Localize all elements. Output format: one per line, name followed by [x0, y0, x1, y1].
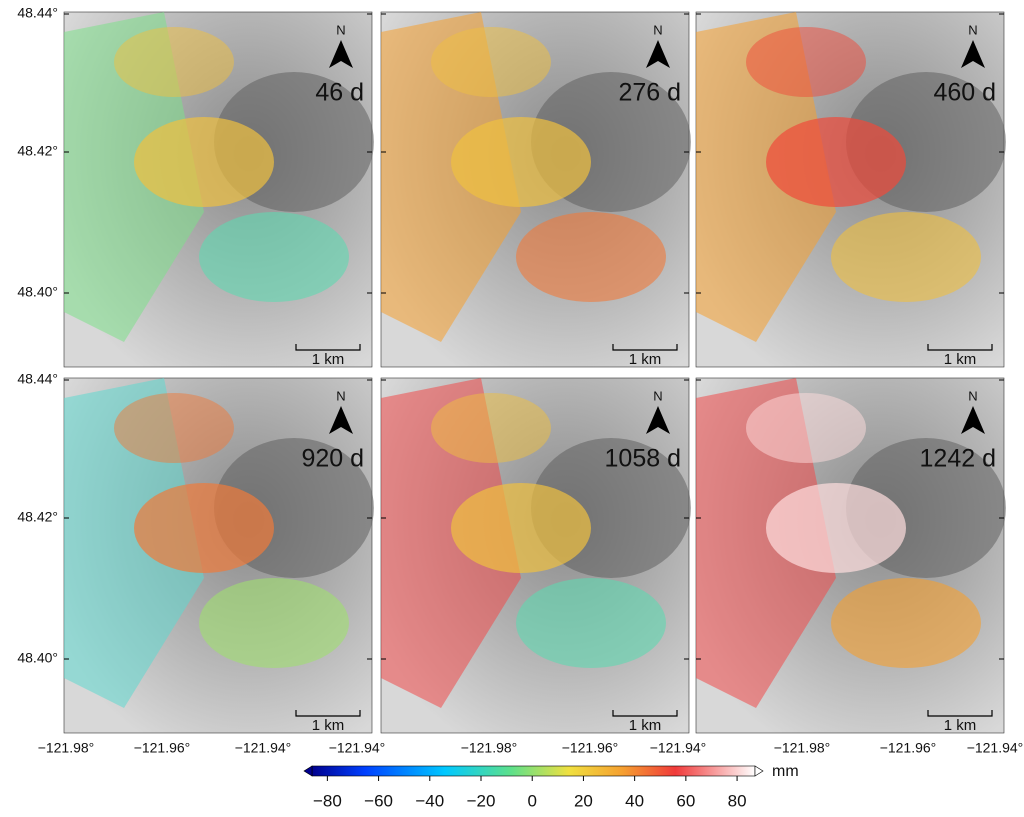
y-tick-label: 48.44° — [17, 5, 58, 21]
colorbar-tick-label: 0 — [527, 791, 536, 810]
y-tick-label: 48.42° — [17, 509, 58, 525]
north-arrow — [646, 406, 670, 434]
deformation-area — [431, 393, 551, 463]
y-tick-label: 48.44° — [17, 371, 58, 387]
north-arrow — [646, 40, 670, 68]
map-panel: 276 d N 1 km — [380, 11, 691, 368]
colorbar-tick-label: −40 — [415, 791, 444, 810]
panel-label: 46 d — [315, 79, 364, 107]
deformation-area — [746, 27, 866, 97]
colorbar-tick-label: −80 — [313, 791, 342, 810]
deformation-area — [451, 117, 591, 207]
scale-bar — [612, 344, 678, 351]
scale-label: 1 km — [312, 717, 345, 734]
deformation-area — [516, 212, 666, 302]
deformation-area — [199, 578, 349, 668]
panel-label: 920 d — [301, 445, 364, 473]
deformation-area — [746, 393, 866, 463]
north-label: N — [968, 22, 977, 37]
colorbar-end — [303, 765, 313, 777]
y-tick-label: 48.40° — [17, 650, 58, 666]
deformation-area — [114, 27, 234, 97]
scale-label: 1 km — [629, 351, 662, 368]
north-arrow — [329, 406, 353, 434]
colorbar-end — [754, 765, 764, 777]
x-tick-label: −121.96° — [134, 740, 191, 756]
map-panel: 460 d N 1 km — [695, 11, 1006, 368]
x-tick-label: −121.96° — [880, 740, 937, 756]
deformation-area — [766, 117, 906, 207]
scale-bar — [927, 344, 993, 351]
deformation-area — [431, 27, 551, 97]
panel-label: 460 d — [933, 79, 996, 107]
scale-label: 1 km — [629, 717, 662, 734]
colorbar-tick-label: −60 — [364, 791, 393, 810]
scale-bar — [295, 710, 361, 717]
north-label: N — [968, 388, 977, 403]
deformation-area — [831, 578, 981, 668]
scale-label: 1 km — [944, 351, 977, 368]
y-tick-label: 48.40° — [17, 284, 58, 300]
scale-bar — [295, 344, 361, 351]
north-arrow — [961, 40, 985, 68]
x-tick-label: −121.98° — [38, 740, 95, 756]
north-arrow — [961, 406, 985, 434]
colorbar-tick-label: −20 — [467, 791, 496, 810]
north-label: N — [336, 388, 345, 403]
x-tick-label: −121.96° — [562, 740, 619, 756]
north-label: N — [653, 22, 662, 37]
colorbar-unit: mm — [772, 763, 799, 780]
panel-label: 1058 d — [605, 445, 681, 473]
colorbar-tick-label: 40 — [625, 791, 644, 810]
deformation-area — [831, 212, 981, 302]
x-tick-label: −121.98° — [461, 740, 518, 756]
map-panel: 1242 d N 1 km — [695, 377, 1006, 734]
panel-label: 1242 d — [920, 445, 996, 473]
y-tick-label: 48.42° — [17, 143, 58, 159]
map-panel: 1058 d N 1 km — [380, 377, 691, 734]
colorbar-tick-label: 80 — [728, 791, 747, 810]
x-tick-label: −121.94° — [235, 740, 292, 756]
deformation-area — [114, 393, 234, 463]
deformation-area — [199, 212, 349, 302]
deformation-area — [516, 578, 666, 668]
colorbar — [311, 765, 756, 777]
colorbar-tick-label: 20 — [574, 791, 593, 810]
deformation-area — [451, 483, 591, 573]
colorbar-tick-label: 60 — [676, 791, 695, 810]
panel-label: 276 d — [618, 79, 681, 107]
x-tick-label: −121.94° — [650, 740, 707, 756]
deformation-area — [134, 483, 274, 573]
map-panel: 920 d N 1 km — [63, 377, 374, 734]
scale-bar — [927, 710, 993, 717]
map-panel: 46 d N 1 km — [63, 11, 374, 368]
x-tick-label: −121.94° — [967, 740, 1024, 756]
north-label: N — [336, 22, 345, 37]
deformation-area — [766, 483, 906, 573]
x-tick-label: −121.94° — [329, 740, 386, 756]
scale-label: 1 km — [944, 717, 977, 734]
scale-bar — [612, 710, 678, 717]
north-label: N — [653, 388, 662, 403]
north-arrow — [329, 40, 353, 68]
x-tick-label: −121.98° — [774, 740, 831, 756]
deformation-area — [134, 117, 274, 207]
scale-label: 1 km — [312, 351, 345, 368]
